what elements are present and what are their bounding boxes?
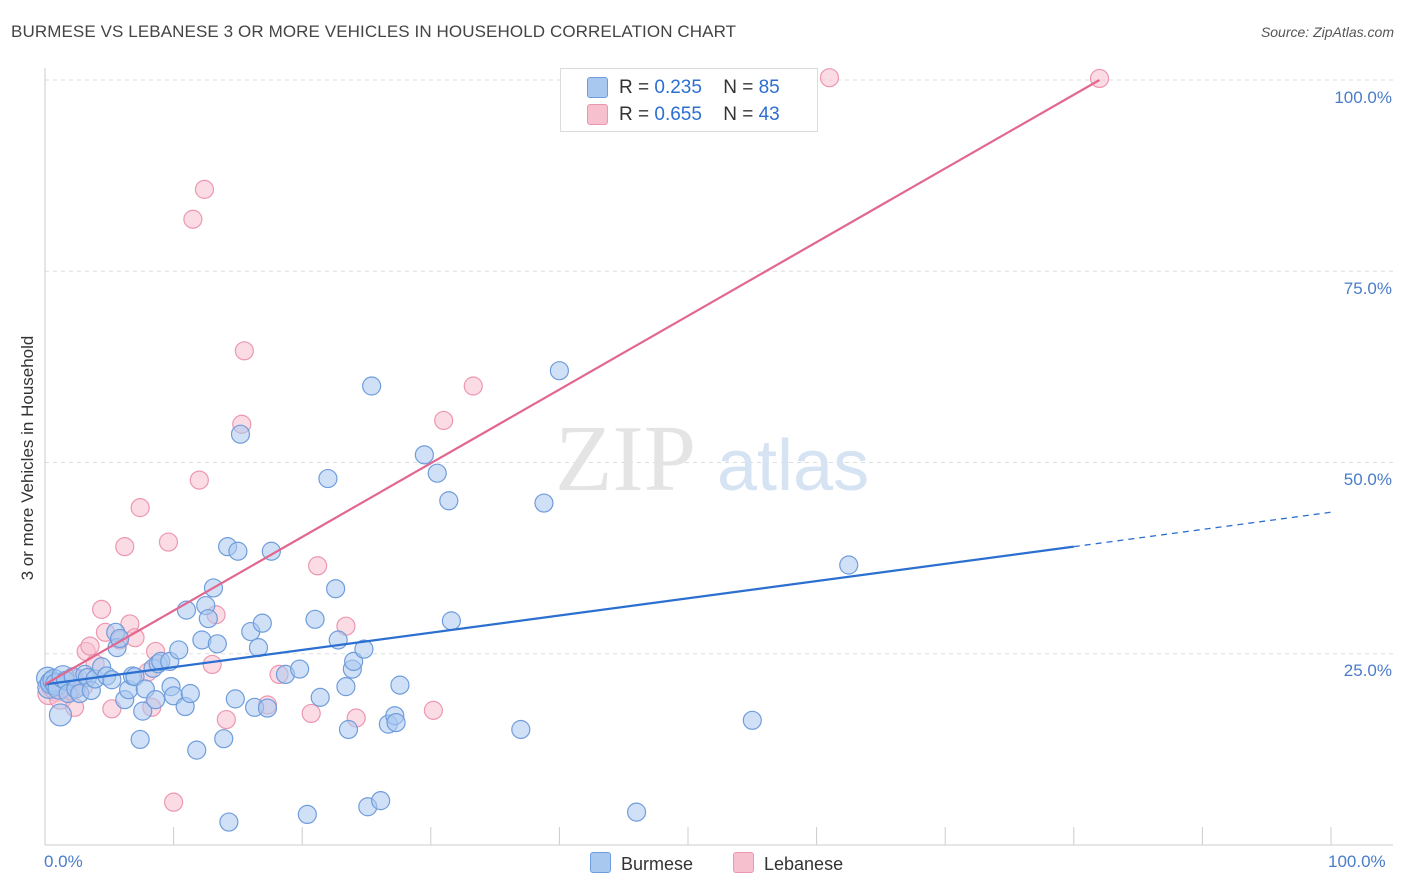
- burmese-point: [230, 424, 251, 444]
- burmese-point: [344, 651, 364, 672]
- burmese-point: [310, 687, 330, 707]
- burmese-point: [626, 802, 647, 822]
- burmese-point: [225, 689, 245, 709]
- lebanese-point: [189, 470, 209, 490]
- legend-label-burmese: Burmese: [621, 854, 694, 874]
- burmese-point: [336, 677, 356, 697]
- burmese-point: [180, 683, 200, 704]
- legend-swatch-lebanese: [733, 852, 754, 873]
- legend-item-lebanese[interactable]: Lebanese: [733, 852, 843, 875]
- burmese-point: [261, 541, 281, 561]
- lebanese-point: [115, 537, 135, 557]
- lebanese-r-value: 0.655: [654, 104, 702, 125]
- watermark: ZIP atlas: [555, 407, 869, 511]
- watermark-zip: ZIP: [555, 407, 696, 511]
- legend-swatch-lebanese: [587, 104, 608, 125]
- n-label: N =: [723, 77, 754, 98]
- lebanese-point: [158, 532, 179, 552]
- y-tick-50: 50.0%: [1343, 470, 1392, 489]
- burmese-point: [390, 675, 410, 695]
- lebanese-point: [434, 410, 454, 431]
- burmese-point: [549, 361, 570, 381]
- r-label: R =: [619, 104, 650, 125]
- lebanese-point: [164, 792, 184, 812]
- burmese-point: [414, 445, 434, 465]
- lebanese-point: [463, 376, 483, 396]
- burmese-r-value: 0.235: [654, 77, 702, 98]
- burmese-point: [219, 812, 239, 832]
- trend-lines: [44, 79, 1332, 686]
- lebanese-point: [216, 709, 236, 730]
- burmese-point: [386, 712, 406, 733]
- burmese-point: [354, 639, 374, 659]
- legend-stats: R = 0.235 N = 85 R = 0.655 N = 43: [560, 68, 818, 132]
- burmese-point: [290, 659, 310, 679]
- legend-label-lebanese: Lebanese: [764, 854, 844, 874]
- burmese-point: [441, 611, 461, 631]
- burmese-point: [318, 468, 338, 489]
- burmese-point: [362, 376, 382, 396]
- legend-swatch-burmese: [590, 852, 611, 873]
- burmese-point: [371, 791, 391, 811]
- burmese-point: [169, 640, 189, 660]
- burmese-point: [145, 690, 166, 710]
- burmese-point: [130, 729, 150, 750]
- lebanese-point: [301, 703, 321, 724]
- burmese-point: [297, 804, 317, 825]
- burmese-point: [511, 719, 531, 740]
- lebanese-point: [183, 209, 203, 229]
- legend-item-burmese[interactable]: Burmese: [590, 852, 693, 875]
- chart-title: BURMESE VS LEBANESE 3 OR MORE VEHICLES I…: [11, 22, 737, 41]
- burmese-point: [252, 613, 272, 633]
- burmese-point: [257, 698, 278, 718]
- burmese-point: [187, 740, 207, 760]
- lebanese-point: [130, 498, 150, 518]
- x-tick-0: 0.0%: [44, 852, 83, 871]
- burmese-trend-extension: [1073, 511, 1332, 548]
- lebanese-trend-line: [44, 79, 1101, 686]
- watermark-atlas: atlas: [717, 426, 869, 506]
- r-label: R =: [619, 77, 650, 98]
- burmese-point: [228, 541, 248, 561]
- burmese-point: [214, 729, 234, 749]
- burmese-point: [198, 608, 218, 629]
- lebanese-point: [202, 654, 222, 675]
- burmese-point: [207, 634, 227, 654]
- legend-swatch-burmese: [587, 77, 608, 98]
- burmese-point: [839, 555, 859, 575]
- legend-row-burmese: R = 0.235 N = 85: [587, 77, 780, 99]
- burmese-point: [326, 579, 346, 599]
- burmese-point: [48, 703, 73, 727]
- lebanese-point: [91, 599, 112, 619]
- burmese-point: [742, 710, 762, 730]
- burmese-point: [305, 609, 325, 629]
- burmese-point: [133, 701, 153, 721]
- legend-row-lebanese: R = 0.655 N = 43: [587, 104, 780, 126]
- lebanese-n-value: 43: [758, 104, 780, 125]
- burmese-point: [534, 493, 554, 513]
- y-tick-25: 25.0%: [1343, 661, 1392, 680]
- burmese-point: [427, 463, 447, 483]
- n-label: N =: [723, 104, 754, 125]
- burmese-trend-line: [44, 545, 1074, 686]
- lebanese-point: [819, 68, 840, 88]
- lebanese-point: [234, 341, 254, 361]
- y-tick-75: 75.0%: [1343, 279, 1392, 298]
- burmese-point: [338, 719, 359, 740]
- lebanese-point: [194, 179, 215, 199]
- lebanese-point: [308, 556, 328, 576]
- y-tick-100: 100.0%: [1334, 88, 1392, 107]
- axes: [44, 68, 1393, 846]
- burmese-n-value: 85: [758, 77, 780, 98]
- chart-source: Source: ZipAtlas.com: [1260, 24, 1394, 40]
- x-tick-100: 100.0%: [1328, 852, 1386, 871]
- lebanese-point: [80, 636, 100, 656]
- lebanese-point: [423, 700, 443, 720]
- burmese-point: [439, 491, 459, 511]
